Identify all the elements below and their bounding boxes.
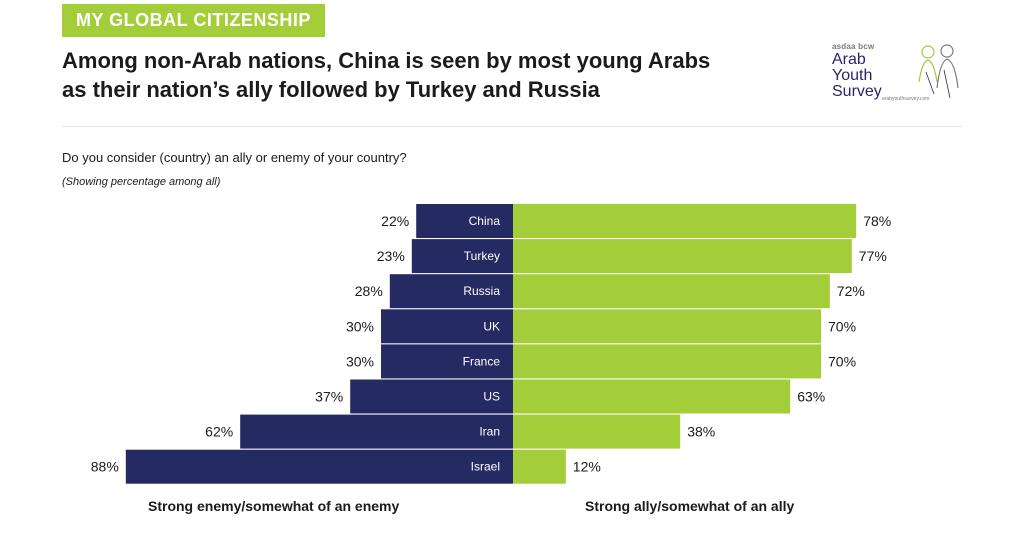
category-label-iran: Iran [479,425,500,439]
enemy-bar-israel [125,449,514,484]
logo-url: arabyouthsurvey.com [882,96,930,102]
ally-bar-russia [513,274,830,309]
enemy-value-china: 22% [381,213,409,229]
category-label-us: US [483,390,500,404]
ally-bar-france [513,344,821,379]
divider [62,126,962,127]
survey-question: Do you consider (country) an ally or ene… [62,150,407,165]
headline: Among non-Arab nations, China is seen by… [62,46,802,104]
enemy-value-iran: 62% [205,424,233,440]
enemy-bar-china [416,204,513,238]
logo-word-arab: Arab [832,51,866,68]
category-label-china: China [469,214,501,228]
ally-value-china: 78% [863,213,891,229]
ally-value-france: 70% [828,353,856,369]
ally-bar-turkey [513,239,852,274]
ally-bar-iran [513,414,681,449]
people-illustration-icon [918,44,959,99]
ally-value-us: 63% [797,389,825,405]
enemy-bar-iran [240,414,513,449]
category-label-russia: Russia [463,284,500,298]
category-label-france: France [463,354,501,368]
ally-bar-israel [513,449,566,484]
enemy-value-israel: 88% [91,459,119,475]
enemy-bar-uk [381,309,513,344]
category-label-uk: UK [483,319,500,333]
legend-ally: Strong ally/somewhat of an ally [585,498,794,514]
enemy-bar-turkey [411,239,513,274]
headline-line-1: Among non-Arab nations, China is seen by… [62,48,711,73]
category-label-israel: Israel [471,460,500,474]
enemy-value-russia: 28% [355,283,383,299]
ally-bar-uk [513,309,821,344]
logo-word-survey: Survey [832,83,882,100]
section-tag: MY GLOBAL CITIZENSHIP [62,4,325,37]
ally-value-russia: 72% [837,283,865,299]
enemy-value-france: 30% [346,353,374,369]
ally-value-iran: 38% [687,424,715,440]
headline-line-2: as their nation’s ally followed by Turke… [62,77,600,102]
enemy-bar-russia [389,274,513,309]
ally-bar-us [513,379,791,414]
survey-note: (Showing percentage among all) [62,176,221,188]
arab-youth-survey-logo: asdaa bcw Arab Youth Survey arabyouthsur… [832,42,964,112]
ally-value-turkey: 77% [859,248,887,264]
logo-brand: asdaa bcw [832,42,875,51]
ally-bar-china [513,204,857,238]
logo-word-youth: Youth [832,67,873,84]
ally-value-israel: 12% [573,459,601,475]
ally-value-uk: 70% [828,318,856,334]
enemy-bar-france [381,344,513,379]
enemy-value-uk: 30% [346,318,374,334]
enemy-value-turkey: 23% [377,248,405,264]
enemy-bar-us [350,379,513,414]
category-label-turkey: Turkey [464,249,500,263]
legend-enemy: Strong enemy/somewhat of an enemy [148,498,399,514]
enemy-value-us: 37% [315,389,343,405]
